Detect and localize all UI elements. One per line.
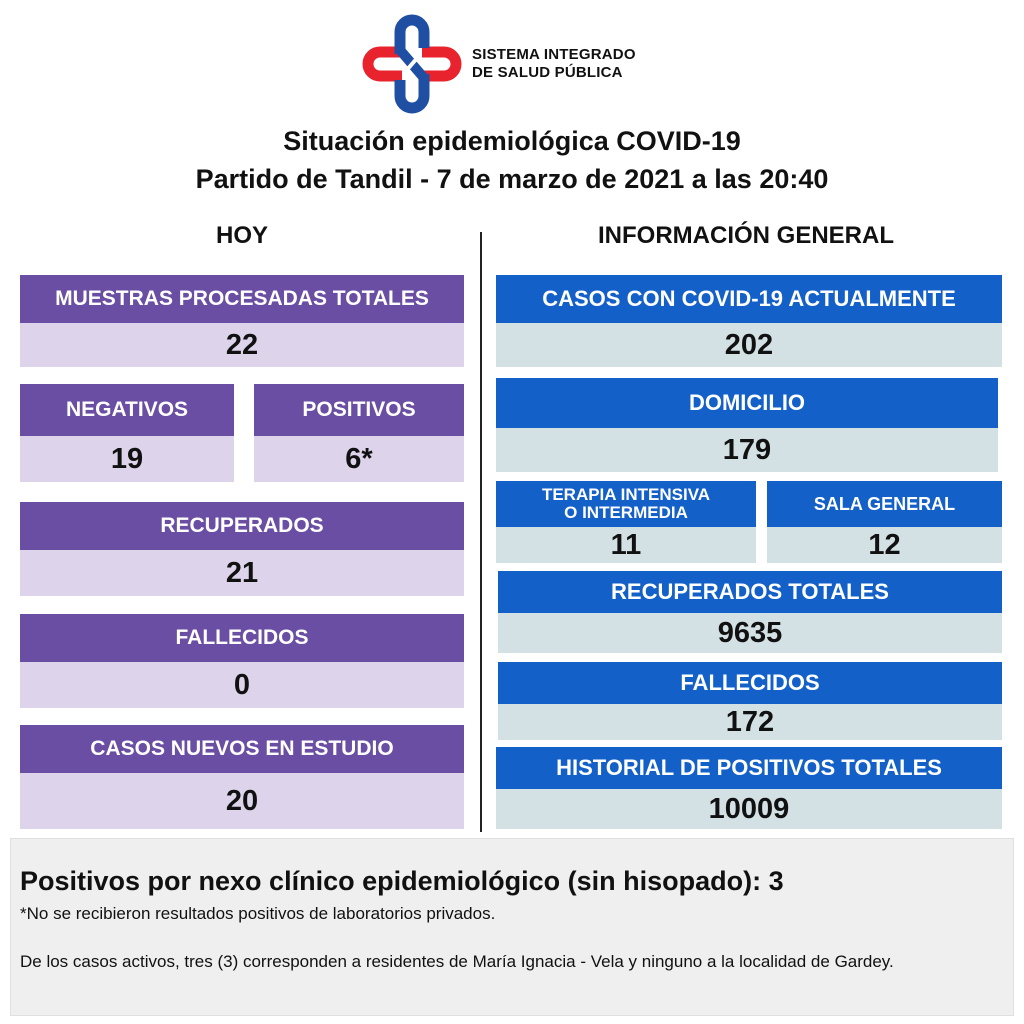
footer-note: *No se recibieron resultados positivos d… bbox=[20, 904, 496, 923]
footer-panel bbox=[10, 838, 1014, 1016]
casos-nuevos-value: 20 bbox=[20, 773, 464, 829]
terapia-label: TERAPIA INTENSIVA O INTERMEDIA bbox=[496, 481, 756, 527]
terapia-label-line2: O INTERMEDIA bbox=[564, 503, 688, 522]
casos-actuales-label: CASOS CON COVID-19 ACTUALMENTE bbox=[496, 275, 1002, 323]
fallecidos-general-label: FALLECIDOS bbox=[498, 662, 1002, 704]
casos-nuevos-label: CASOS NUEVOS EN ESTUDIO bbox=[20, 725, 464, 773]
today-heading: HOY bbox=[215, 222, 268, 249]
recuperados-totales-label: RECUPERADOS TOTALES bbox=[498, 571, 1002, 613]
sala-general-value: 12 bbox=[767, 527, 1002, 563]
muestras-label: MUESTRAS PROCESADAS TOTALES bbox=[20, 275, 464, 323]
recuperados-label: RECUPERADOS bbox=[20, 502, 464, 550]
column-divider bbox=[480, 232, 482, 832]
domicilio-label: DOMICILIO bbox=[496, 378, 998, 428]
casos-actuales-value: 202 bbox=[496, 323, 1002, 367]
positivos-label: POSITIVOS bbox=[254, 384, 464, 436]
domicilio-value: 179 bbox=[496, 428, 998, 472]
fallecidos-general-value: 172 bbox=[498, 704, 1002, 740]
general-heading: INFORMACIÓN GENERAL bbox=[598, 222, 894, 249]
fallecidos-today-value: 0 bbox=[20, 662, 464, 708]
page-subtitle: Partido de Tandil - 7 de marzo de 2021 a… bbox=[195, 164, 829, 194]
historial-value: 10009 bbox=[496, 789, 1002, 829]
recuperados-value: 21 bbox=[20, 550, 464, 596]
page-title: Situación epidemiológica COVID-19 bbox=[283, 126, 741, 156]
org-name: SISTEMA INTEGRADO DE SALUD PÚBLICA bbox=[472, 46, 636, 82]
sala-general-label: SALA GENERAL bbox=[767, 481, 1002, 527]
muestras-value: 22 bbox=[20, 323, 464, 367]
terapia-label-line1: TERAPIA INTENSIVA bbox=[541, 485, 711, 505]
org-name-line1: SISTEMA INTEGRADO bbox=[472, 46, 636, 63]
negativos-label: NEGATIVOS bbox=[20, 384, 234, 436]
negativos-value: 19 bbox=[20, 436, 234, 482]
terapia-value: 11 bbox=[496, 527, 756, 563]
sisp-logo bbox=[362, 14, 462, 114]
footer-paragraph: De los casos activos, tres (3) correspon… bbox=[20, 952, 894, 971]
positivos-value: 6* bbox=[254, 436, 464, 482]
org-name-line2: DE SALUD PÚBLICA bbox=[472, 64, 623, 81]
footer-main-text: Positivos por nexo clínico epidemiológic… bbox=[20, 866, 784, 896]
fallecidos-today-label: FALLECIDOS bbox=[20, 614, 464, 662]
historial-label: HISTORIAL DE POSITIVOS TOTALES bbox=[496, 747, 1002, 789]
recuperados-totales-value: 9635 bbox=[498, 613, 1002, 653]
